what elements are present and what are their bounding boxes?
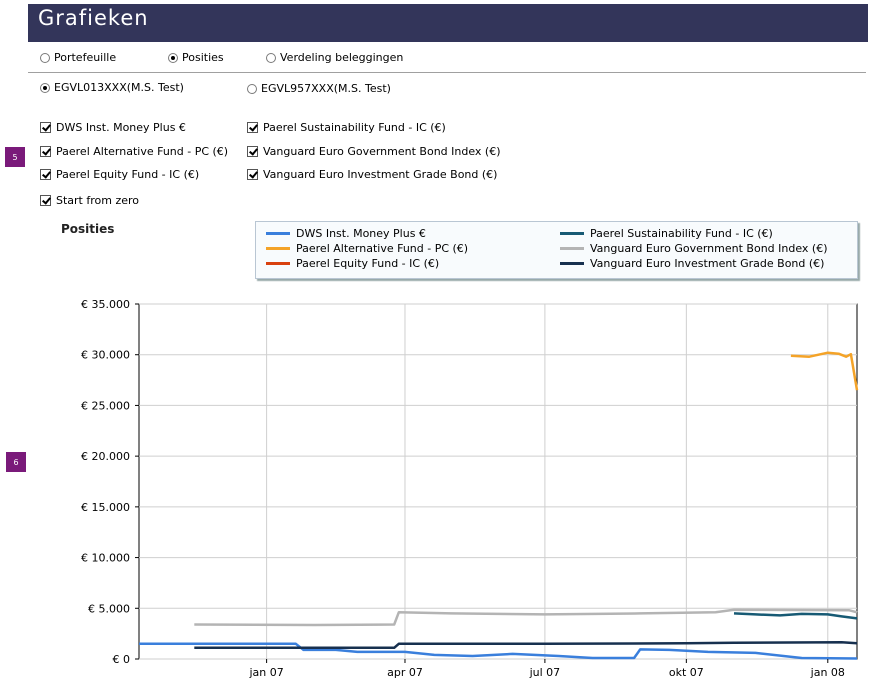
x-tick-label: jan 08: [810, 666, 845, 679]
y-tick-label: € 25.000: [81, 399, 130, 412]
series-line: [194, 610, 857, 625]
checkbox-vanguard-ig[interactable]: Vanguard Euro Investment Grade Bond (€): [247, 168, 497, 181]
checkbox-start-from-zero[interactable]: Start from zero: [40, 194, 139, 207]
x-tick-label: apr 07: [387, 666, 423, 679]
page-header: Grafieken: [28, 4, 868, 42]
legend-label: Paerel Alternative Fund - PC (€): [296, 242, 468, 255]
series-line: [791, 353, 857, 391]
legend-item: Vanguard Euro Government Bond Index (€): [560, 242, 828, 255]
y-tick-label: € 5.000: [88, 602, 130, 615]
legend-item: Paerel Equity Fund - IC (€): [266, 257, 439, 270]
x-tick-label: okt 07: [669, 666, 704, 679]
radio-account-2-circle[interactable]: [247, 84, 257, 94]
page-title: Grafieken: [38, 6, 149, 30]
marker-badge: 5: [5, 147, 25, 167]
checkbox-paerel-sustainability[interactable]: Paerel Sustainability Fund - IC (€): [247, 121, 446, 134]
checkbox-start-from-zero-label: Start from zero: [56, 194, 139, 207]
x-axis: jan 07 apr 07 jul 07 okt 07 jan 08: [248, 659, 844, 679]
legend-swatch: [560, 247, 584, 250]
radio-verdeling-circle[interactable]: [266, 53, 276, 63]
legend-label: Vanguard Euro Investment Grade Bond (€): [590, 257, 824, 270]
radio-posities-circle[interactable]: [168, 53, 178, 63]
radio-posities-label: Posities: [182, 51, 224, 64]
series-layer: [139, 353, 857, 659]
legend-swatch: [560, 232, 584, 235]
checkbox-paerel-alternative-label: Paerel Alternative Fund - PC (€): [56, 145, 228, 158]
legend-label: Vanguard Euro Government Bond Index (€): [590, 242, 828, 255]
checkbox-paerel-equity-label: Paerel Equity Fund - IC (€): [56, 168, 199, 181]
chart-legend: DWS Inst. Money Plus € Paerel Alternativ…: [255, 221, 858, 279]
radio-account-1-circle[interactable]: [40, 83, 50, 93]
legend-label: DWS Inst. Money Plus €: [296, 227, 426, 240]
legend-label: Paerel Sustainability Fund - IC (€): [590, 227, 773, 240]
plot-frame: [139, 304, 857, 659]
radio-verdeling[interactable]: Verdeling beleggingen: [266, 51, 403, 64]
radio-portefeuille[interactable]: Portefeuille: [40, 51, 116, 64]
chart-heading: Posities: [61, 222, 114, 236]
checkbox-dws-box[interactable]: [40, 122, 51, 133]
series-line: [734, 613, 857, 618]
legend-item: Vanguard Euro Investment Grade Bond (€): [560, 257, 824, 270]
legend-swatch: [560, 262, 584, 265]
checkbox-vanguard-gov[interactable]: Vanguard Euro Government Bond Index (€): [247, 145, 501, 158]
checkbox-vanguard-gov-box[interactable]: [247, 146, 258, 157]
legend-swatch: [266, 247, 290, 250]
y-tick-label: € 15.000: [81, 501, 130, 514]
checkbox-paerel-equity-box[interactable]: [40, 169, 51, 180]
series-line: [139, 644, 857, 659]
legend-item: DWS Inst. Money Plus €: [266, 227, 426, 240]
checkbox-dws-label: DWS Inst. Money Plus €: [56, 121, 186, 134]
y-axis: € 0 € 5.000 € 10.000 € 15.000 € 20.000 € 25.0…: [81, 298, 139, 666]
checkbox-vanguard-ig-box[interactable]: [247, 169, 258, 180]
y-tick-label: € 0: [113, 653, 131, 666]
radio-posities[interactable]: Posities: [168, 51, 224, 64]
radio-account-1-label: EGVL013XXX(M.S. Test): [54, 81, 184, 94]
x-tick-label: jan 07: [248, 666, 283, 679]
options-divider: [28, 72, 866, 73]
positions-chart: € 0 € 5.000 € 10.000 € 15.000 € 20.000 € 25.0…: [0, 290, 871, 686]
radio-account-2-label: EGVL957XXX(M.S. Test): [261, 82, 391, 95]
checkbox-paerel-equity[interactable]: Paerel Equity Fund - IC (€): [40, 168, 199, 181]
legend-swatch: [266, 262, 290, 265]
radio-verdeling-label: Verdeling beleggingen: [280, 51, 403, 64]
checkbox-paerel-alternative-box[interactable]: [40, 146, 51, 157]
legend-swatch: [266, 232, 290, 235]
radio-portefeuille-label: Portefeuille: [54, 51, 116, 64]
radio-portefeuille-circle[interactable]: [40, 53, 50, 63]
legend-item: Paerel Alternative Fund - PC (€): [266, 242, 468, 255]
y-tick-label: € 35.000: [81, 298, 130, 311]
checkbox-vanguard-gov-label: Vanguard Euro Government Bond Index (€): [263, 145, 501, 158]
checkbox-vanguard-ig-label: Vanguard Euro Investment Grade Bond (€): [263, 168, 497, 181]
y-tick-label: € 20.000: [81, 450, 130, 463]
legend-item: Paerel Sustainability Fund - IC (€): [560, 227, 773, 240]
checkbox-paerel-sustainability-label: Paerel Sustainability Fund - IC (€): [263, 121, 446, 134]
grid: [139, 304, 857, 659]
radio-account-2[interactable]: EGVL957XXX(M.S. Test): [247, 82, 391, 95]
radio-account-1[interactable]: EGVL013XXX(M.S. Test): [40, 81, 184, 94]
checkbox-start-from-zero-box[interactable]: [40, 195, 51, 206]
checkbox-dws[interactable]: DWS Inst. Money Plus €: [40, 121, 186, 134]
checkbox-paerel-sustainability-box[interactable]: [247, 122, 258, 133]
checkbox-paerel-alternative[interactable]: Paerel Alternative Fund - PC (€): [40, 145, 228, 158]
legend-label: Paerel Equity Fund - IC (€): [296, 257, 439, 270]
x-tick-label: jul 07: [529, 666, 561, 679]
y-tick-label: € 30.000: [81, 349, 130, 362]
y-tick-label: € 10.000: [81, 552, 130, 565]
